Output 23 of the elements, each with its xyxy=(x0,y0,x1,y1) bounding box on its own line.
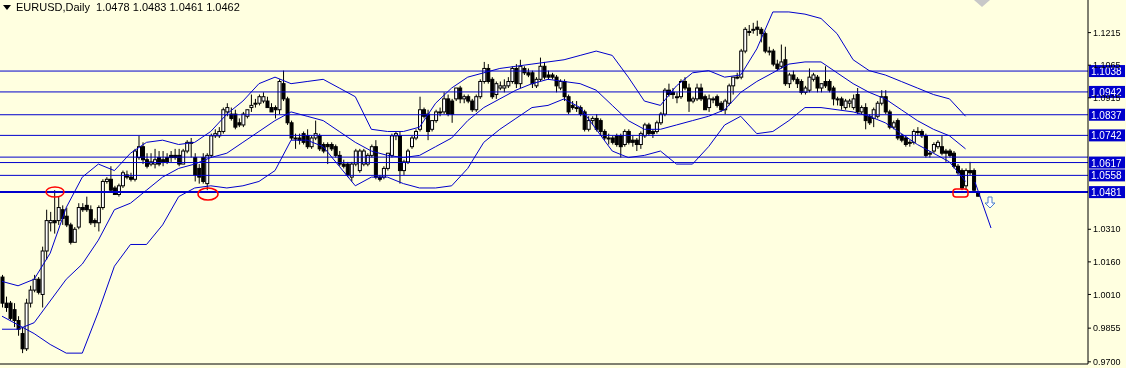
y-tick-label: 0.9700 xyxy=(1093,357,1121,368)
candlestick xyxy=(108,165,113,193)
candlestick xyxy=(943,148,948,163)
y-tick-label: 0.9855 xyxy=(1093,323,1121,334)
candlestick xyxy=(446,94,451,117)
candlestick xyxy=(582,109,587,132)
ref-line-label: 1.0558 xyxy=(1091,170,1123,182)
candlestick xyxy=(76,202,81,230)
candlestick xyxy=(442,91,447,115)
y-tick-label: 1.1215 xyxy=(1093,27,1121,38)
candlestick xyxy=(52,189,57,235)
candlestick xyxy=(56,196,61,226)
y-tick-label: 1.0010 xyxy=(1093,289,1121,300)
ref-line-label: 1.0481 xyxy=(1091,187,1123,199)
ref-line-label: 1.0617 xyxy=(1091,157,1123,169)
y-tick-label: 1.0310 xyxy=(1093,224,1121,235)
ref-line-label: 1.0837 xyxy=(1091,109,1123,121)
chart-title: EURUSD,Daily 1.0478 1.0483 1.0461 1.0462 xyxy=(16,1,240,13)
candlestick xyxy=(823,65,828,89)
y-tick-label: 1.0160 xyxy=(1093,257,1121,268)
ref-line-label: 1.0742 xyxy=(1091,130,1123,142)
ref-line-label: 1.1038 xyxy=(1091,66,1123,78)
candlestick xyxy=(88,204,93,226)
